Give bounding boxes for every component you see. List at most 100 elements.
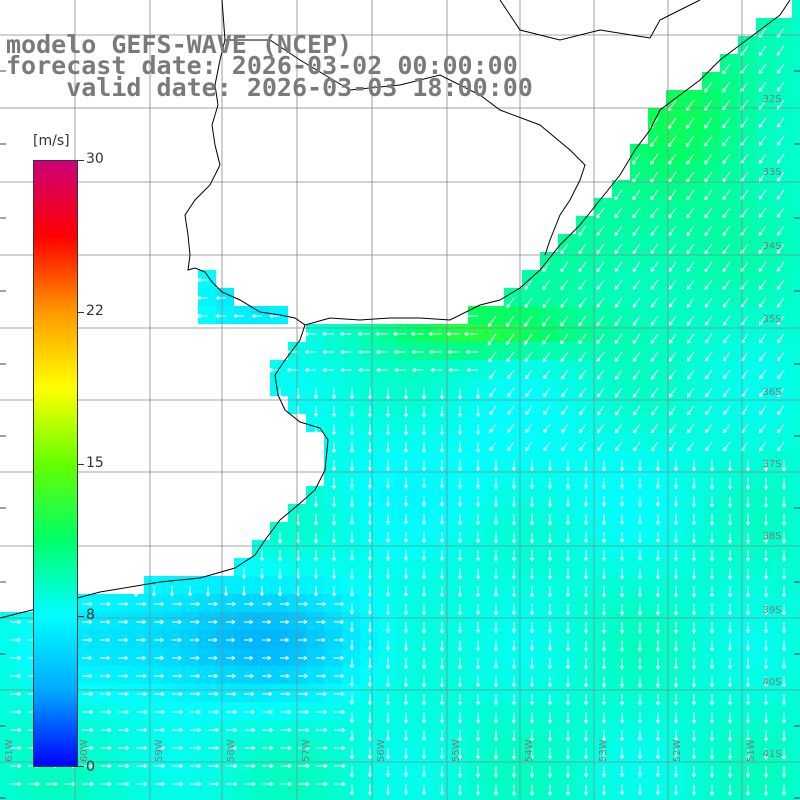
wind-speed-cell	[432, 774, 450, 792]
wind-speed-cell	[774, 324, 792, 342]
wind-arrow	[668, 333, 677, 344]
wind-speed-cell	[234, 558, 252, 576]
wind-speed-cell	[162, 774, 180, 792]
wind-arrow	[280, 619, 290, 625]
wind-speed-cell	[198, 756, 216, 774]
wind-speed-cell	[792, 540, 800, 558]
wind-arrow	[511, 532, 517, 544]
wind-arrow	[489, 441, 497, 451]
wind-speed-cell	[774, 180, 792, 198]
wind-speed-cell	[396, 756, 414, 774]
wind-speed-cell	[630, 594, 648, 612]
wind-speed-cell	[144, 792, 162, 800]
wind-arrow	[596, 369, 605, 380]
wind-speed-cell	[324, 720, 342, 738]
wind-arrow	[759, 423, 767, 434]
wind-speed-cell	[306, 684, 324, 702]
wind-speed-cell	[648, 720, 666, 738]
wind-speed-cell	[576, 252, 594, 270]
wind-speed-cell	[738, 36, 756, 54]
wind-arrow	[334, 709, 345, 715]
wind-arrow	[367, 550, 373, 561]
wind-arrow	[596, 315, 605, 326]
wind-speed-cell	[612, 324, 630, 342]
wind-arrow	[280, 745, 292, 751]
wind-speed-cell	[378, 756, 396, 774]
wind-arrow	[547, 478, 553, 489]
wind-speed-cell	[324, 396, 342, 414]
wind-arrow	[758, 279, 767, 290]
wind-speed-cell	[360, 414, 378, 432]
wind-arrow	[669, 441, 677, 452]
wind-speed-cell	[684, 594, 702, 612]
wind-arrow	[208, 727, 219, 733]
wind-speed-cell	[432, 504, 450, 522]
wind-speed-cell	[468, 504, 486, 522]
wind-arrow	[190, 601, 200, 607]
wind-speed-cell	[756, 486, 774, 504]
wind-arrow	[403, 424, 409, 436]
wind-arrow	[208, 673, 218, 679]
wind-arrow	[619, 568, 625, 580]
wind-speed-cell	[558, 306, 576, 324]
wind-speed-cell	[684, 144, 702, 162]
wind-arrow	[334, 745, 346, 751]
wind-speed-cell	[198, 576, 216, 594]
wind-speed-cell	[486, 486, 504, 504]
wind-arrow	[421, 784, 427, 796]
wind-speed-cell	[756, 252, 774, 270]
wind-speed-cell	[576, 468, 594, 486]
wind-speed-cell	[144, 594, 162, 612]
wind-arrow	[763, 748, 769, 760]
wind-speed-cell	[756, 630, 774, 648]
wind-speed-cell	[180, 666, 198, 684]
wind-speed-cell	[360, 324, 378, 342]
wind-arrow	[457, 406, 463, 418]
wind-speed-cell	[756, 126, 774, 144]
wind-speed-cell	[738, 648, 756, 666]
wind-speed-cell	[216, 738, 234, 756]
wind-arrow	[614, 261, 623, 272]
wind-arrow	[385, 586, 391, 597]
wind-arrow	[118, 709, 130, 715]
wind-speed-cell	[486, 720, 504, 738]
wind-speed-cell	[414, 630, 432, 648]
wind-speed-cell	[18, 666, 36, 684]
latitude-label: 36S	[762, 387, 781, 398]
wind-speed-cell	[558, 612, 576, 630]
wind-speed-cell	[126, 684, 144, 702]
wind-arrow	[403, 748, 409, 760]
wind-speed-cell	[684, 288, 702, 306]
wind-speed-cell	[792, 684, 800, 702]
wind-speed-cell	[648, 684, 666, 702]
wind-arrow	[529, 712, 535, 724]
wind-speed-cell	[144, 774, 162, 792]
wind-arrow	[655, 514, 661, 525]
wind-arrow	[475, 766, 481, 778]
wind-speed-cell	[252, 594, 270, 612]
wind-speed-cell	[738, 576, 756, 594]
wind-speed-cell	[630, 576, 648, 594]
wind-arrow	[403, 622, 409, 634]
wind-speed-cell	[630, 702, 648, 720]
wind-arrow	[475, 460, 481, 471]
wind-arrow	[100, 601, 111, 607]
wind-speed-cell	[684, 648, 702, 666]
wind-arrow	[601, 676, 607, 688]
wind-arrow	[543, 405, 551, 416]
wind-arrow	[208, 601, 218, 607]
wind-arrow	[673, 532, 679, 544]
wind-speed-cell	[396, 342, 414, 360]
wind-arrow	[118, 763, 130, 769]
wind-arrow	[367, 784, 373, 796]
wind-arrow	[542, 261, 551, 273]
wind-arrow	[650, 387, 659, 398]
wind-speed-cell	[774, 396, 792, 414]
wind-speed-cell	[126, 774, 144, 792]
wind-arrow	[313, 424, 319, 435]
wind-speed-cell	[306, 720, 324, 738]
wind-speed-cell	[342, 612, 360, 630]
wind-speed-cell	[522, 738, 540, 756]
wind-speed-cell	[630, 666, 648, 684]
